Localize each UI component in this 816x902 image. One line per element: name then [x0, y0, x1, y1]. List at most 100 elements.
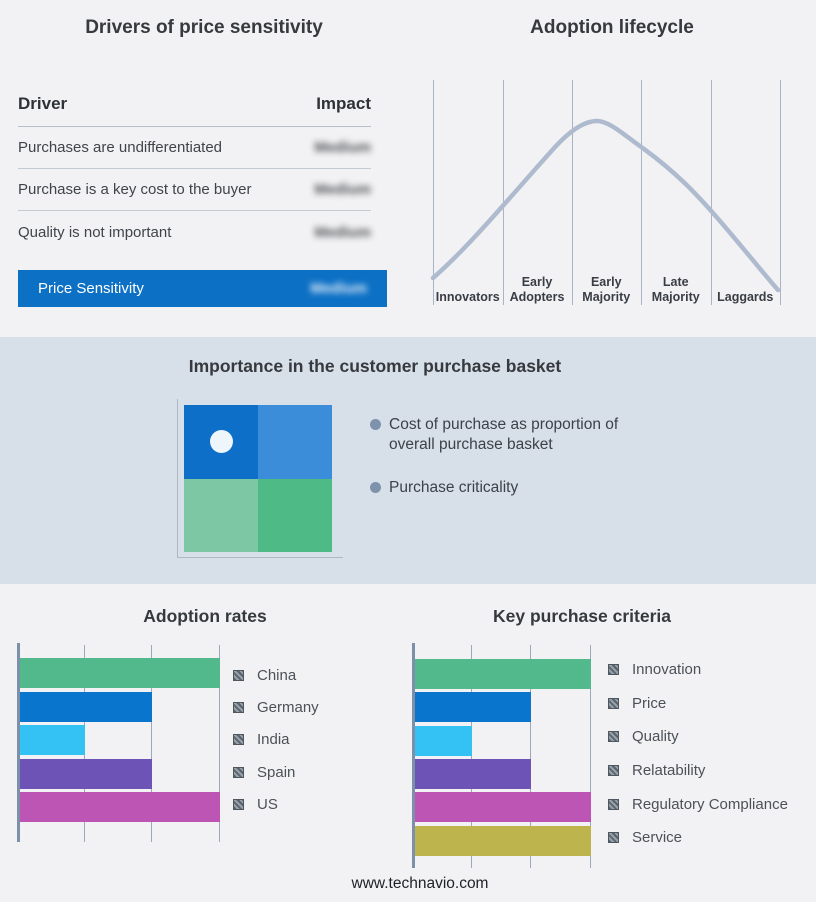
legend-marker-icon [608, 832, 619, 844]
purchase-basket-quadrant [184, 405, 332, 552]
legend-item: Service [608, 821, 788, 855]
impact-cell: Medium [314, 223, 371, 241]
legend-marker-icon [233, 798, 244, 810]
legend-marker-icon [233, 734, 244, 746]
legend-label: US [257, 795, 278, 813]
quadrant-cell-top-right [258, 405, 332, 479]
legend-marker-icon [233, 766, 244, 778]
drivers-table-row: Purchases are undifferentiated Medium [18, 127, 371, 169]
adoption-curve-path [430, 118, 781, 293]
purchase-basket-bullets: Cost of purchase as proportion of overal… [370, 415, 640, 522]
quadrant-cell-bottom-left [184, 478, 258, 552]
driver-column-header: Driver [18, 94, 68, 113]
driver-cell: Quality is not important [18, 223, 172, 241]
bullet-item: Cost of purchase as proportion of overal… [370, 415, 628, 454]
bar-price [415, 692, 532, 723]
bullet-dot-icon [370, 419, 381, 430]
drivers-table-row: Quality is not important Medium [18, 211, 371, 253]
legend-label: India [257, 731, 290, 749]
drivers-table: Driver Impact Purchases are undifferenti… [18, 94, 371, 253]
bullet-text: Cost of purchase as proportion of overal… [389, 416, 619, 453]
legend-item: China [233, 659, 319, 691]
drivers-panel-title: Drivers of price sensitivity [85, 17, 323, 38]
driver-cell: Purchase is a key cost to the buyer [18, 181, 252, 198]
legend-label: Germany [257, 698, 319, 716]
drivers-table-row: Purchase is a key cost to the buyer Mediu… [18, 169, 371, 211]
legend-label: Service [632, 829, 683, 847]
purchase-basket-panel: Importance in the customer purchase bask… [0, 337, 816, 584]
bar-quality [415, 725, 472, 756]
bar-china [20, 658, 220, 688]
adoption-rates-title: Adoption rates [143, 606, 267, 626]
legend-label: Innovation [632, 661, 702, 679]
legend-item: Spain [233, 756, 319, 788]
adoption-rates-chart [17, 643, 220, 842]
lifecycle-stage-label: Early Majority [574, 268, 640, 305]
key-purchase-criteria-title: Key purchase criteria [492, 606, 671, 626]
website-link: www.technavio.com [351, 875, 489, 892]
chart-gridline [470, 645, 472, 868]
bar-regulatory-compliance [415, 792, 591, 823]
stage-label-text: Innovators [435, 290, 500, 304]
chart-gridline [530, 645, 532, 868]
legend-label: Price [632, 694, 667, 712]
bar-us [20, 792, 220, 822]
adoption-rates-legend: China Germany India Spain US [233, 659, 319, 820]
lifecycle-panel-title: Adoption lifecycle [530, 17, 694, 38]
bar-innovation [415, 659, 591, 689]
key-purchase-criteria-legend: Innovation Price Quality Relatability Regula… [608, 653, 788, 855]
quadrant-y-axis [177, 399, 178, 558]
legend-item: US [233, 788, 319, 820]
purchase-basket-title: Importance in the customer purchase bask… [188, 356, 562, 376]
stage-label-text: Early Majority [582, 275, 631, 304]
adoption-curve [430, 118, 781, 293]
bullet-item: Purchase criticality [370, 478, 628, 498]
lifecycle-stage-label: Laggards [713, 268, 779, 305]
chart-gridline [151, 645, 153, 842]
lifecycle-gridline [502, 80, 504, 305]
legend-marker-icon [233, 669, 244, 681]
lifecycle-gridline [433, 80, 434, 305]
legend-marker-icon [608, 798, 619, 810]
legend-label: Spain [257, 763, 296, 781]
lifecycle-stage-label: Late Majority [643, 268, 709, 305]
chart-y-axis [17, 643, 20, 842]
impact-cell: Medium [314, 139, 371, 156]
quadrant-cell-bottom-right [258, 478, 332, 552]
stage-label-text: Laggards [717, 290, 774, 304]
bar-relatability [415, 758, 532, 789]
lifecycle-gridline [710, 80, 712, 305]
bullet-text: Purchase criticality [389, 479, 519, 496]
chart-gridline [590, 645, 591, 868]
quadrant-cell-top-left [184, 405, 258, 479]
drivers-table-body: Purchases are undifferentiated Medium Purc… [18, 127, 371, 253]
legend-marker-icon [608, 765, 619, 777]
bullet-dot-icon [370, 482, 381, 493]
legend-label: Quality [632, 728, 679, 746]
legend-marker-icon [608, 664, 619, 676]
legend-item: Regulatory Compliance [608, 787, 788, 821]
price-sensitivity-label: Price Sensitivity [38, 280, 144, 297]
legend-label: China [257, 666, 297, 684]
lifecycle-stage-label: Early Adopters [505, 268, 570, 305]
bar-india [20, 725, 85, 755]
bar-germany [20, 691, 153, 722]
price-sensitivity-impact-value: Medium [310, 280, 367, 297]
lifecycle-stage-label: Innovators [435, 268, 501, 305]
legend-label: Relatability [632, 762, 706, 780]
legend-item: Germany [233, 691, 319, 723]
price-sensitivity-summary-row: Price Sensitivity Medium [18, 270, 387, 307]
driver-cell: Purchases are undifferentiated [18, 139, 223, 156]
impact-column-header: Impact [316, 94, 371, 113]
impact-cell: Medium [314, 181, 371, 198]
legend-item: Quality [608, 720, 788, 754]
stage-label-text: Early Adopters [509, 275, 565, 304]
legend-marker-icon [608, 731, 619, 743]
chart-y-axis [412, 643, 415, 868]
key-purchase-criteria-chart [412, 643, 591, 868]
quadrant-x-axis [177, 557, 343, 558]
lifecycle-gridline [641, 80, 642, 305]
bar-spain [20, 758, 153, 789]
position-dot-icon [209, 430, 233, 454]
